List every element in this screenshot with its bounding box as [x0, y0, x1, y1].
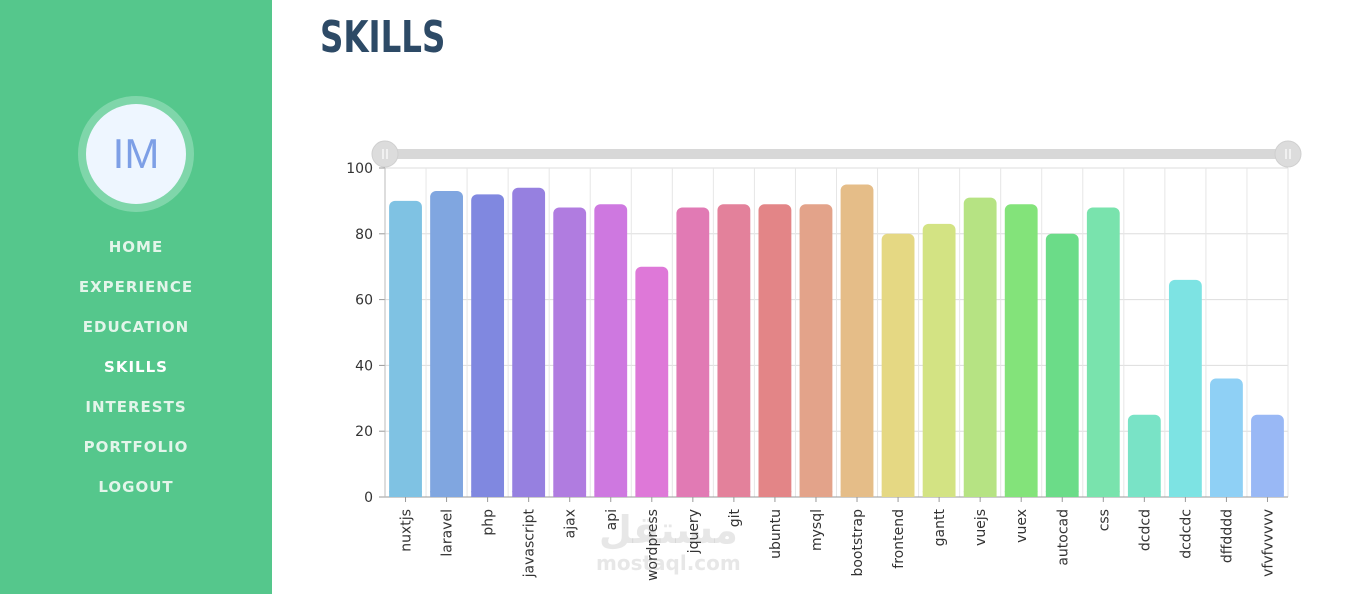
bar-css[interactable] — [1086, 207, 1120, 497]
bar-dffdddd[interactable] — [1210, 378, 1243, 497]
x-tick-label: mysql — [809, 509, 825, 551]
x-tick-label: dcdcdc — [1178, 509, 1194, 559]
bar-php[interactable] — [471, 194, 505, 497]
nav-item-interests[interactable]: INTERESTS — [85, 398, 187, 416]
bar-base — [717, 491, 751, 497]
x-tick-label: gantt — [932, 509, 948, 547]
bar-base — [389, 491, 422, 497]
bar-base — [553, 491, 587, 497]
x-tick-label: git — [727, 508, 743, 527]
y-tick-label: 40 — [355, 358, 373, 374]
bar-vuex[interactable] — [1004, 204, 1038, 497]
bar-base — [799, 491, 833, 497]
range-slider-track[interactable] — [385, 149, 1288, 159]
nav-item-portfolio[interactable]: PORTFOLIO — [83, 438, 189, 456]
x-tick-label: api — [604, 509, 620, 530]
bar-frontend[interactable] — [881, 233, 915, 498]
bar-api[interactable] — [594, 204, 628, 497]
bar-vuejs[interactable] — [963, 197, 997, 498]
x-tick-label: dcdcd — [1137, 509, 1153, 551]
bar-base — [1127, 491, 1161, 497]
bar-dcdcd[interactable] — [1127, 414, 1161, 497]
x-tick-label: php — [481, 509, 497, 536]
skills-chart: 0 20 40 60 80 100 nuxtjs laravel php javascript aj… — [320, 130, 1320, 594]
bar-mysql[interactable] — [799, 204, 833, 497]
bar-javascript[interactable] — [512, 187, 546, 498]
nav-item-logout[interactable]: LOGOUT — [98, 478, 174, 496]
bar-wordpress[interactable] — [635, 266, 669, 497]
bar-base — [963, 491, 997, 497]
x-tick-label: dffdddd — [1219, 509, 1235, 563]
bar-base — [758, 491, 792, 497]
bar-laravel[interactable] — [430, 191, 463, 497]
bar-base — [1086, 491, 1120, 497]
bar-base — [922, 491, 956, 497]
y-tick-label: 0 — [364, 490, 373, 506]
y-tick-label: 20 — [355, 424, 373, 440]
bar-base — [594, 491, 628, 497]
x-tick-label: vuejs — [973, 509, 989, 546]
skills-bar-chart: 0 20 40 60 80 100 nuxtjs laravel php javascript aj… — [346, 140, 1302, 581]
bar-base — [676, 491, 710, 497]
bar-base — [1045, 491, 1079, 497]
bar-base — [430, 491, 463, 497]
y-tick-label: 80 — [355, 227, 373, 243]
bar-base — [512, 491, 546, 497]
bar-bootstrap[interactable] — [840, 184, 874, 497]
y-tick-label: 100 — [346, 161, 373, 177]
x-tick-label: ajax — [563, 509, 579, 538]
y-tick-label: 60 — [355, 293, 373, 309]
x-tick-label: frontend — [891, 509, 907, 569]
bar-base — [635, 491, 669, 497]
x-tick-label: ubuntu — [768, 509, 784, 559]
bar-git[interactable] — [717, 204, 751, 497]
x-tick-label: autocad — [1055, 509, 1071, 566]
range-slider-end-handle[interactable] — [1274, 140, 1302, 168]
bar-base — [1004, 491, 1038, 497]
x-tick-label: wordpress — [645, 509, 661, 581]
range-slider-start-handle[interactable] — [371, 140, 399, 168]
nav-item-home[interactable]: HOME — [108, 238, 164, 256]
bar-ubuntu[interactable] — [758, 204, 792, 497]
bar-gantt[interactable] — [922, 223, 956, 497]
x-tick-label: bootstrap — [850, 509, 866, 577]
nav-item-education[interactable]: EDUCATION — [82, 318, 190, 336]
bar-base — [840, 491, 874, 497]
bar-ajax[interactable] — [553, 207, 587, 497]
x-tick-label: javascript — [522, 509, 538, 579]
x-tick-label: vuex — [1014, 509, 1030, 543]
bar-vfvfvvvvv[interactable] — [1251, 414, 1284, 497]
bar-jquery[interactable] — [676, 207, 710, 497]
bar-base — [1251, 491, 1284, 497]
x-tick-label: css — [1096, 509, 1112, 531]
bar-base — [1168, 491, 1202, 497]
x-tick-label: nuxtjs — [399, 509, 415, 552]
bar-nuxtjs[interactable] — [389, 200, 422, 497]
bar-base — [471, 491, 505, 497]
avatar[interactable]: IM — [86, 104, 186, 204]
bar-autocad[interactable] — [1045, 233, 1079, 498]
bar-base — [1210, 491, 1243, 497]
bar-dcdcdc[interactable] — [1168, 279, 1202, 497]
x-tick-label: vfvfvvvvv — [1260, 509, 1276, 577]
nav-item-experience[interactable]: EXPERIENCE — [78, 278, 194, 296]
bar-base — [881, 491, 915, 497]
x-tick-label: jquery — [686, 509, 702, 554]
page-title: SKILLS — [320, 12, 446, 63]
sidebar-nav: HOME EXPERIENCE EDUCATION SKILLS INTERES… — [0, 232, 272, 512]
x-tick-label: laravel — [440, 509, 456, 557]
sidebar: IM HOME EXPERIENCE EDUCATION SKILLS INTE… — [0, 0, 272, 594]
nav-item-skills[interactable]: SKILLS — [104, 358, 168, 376]
